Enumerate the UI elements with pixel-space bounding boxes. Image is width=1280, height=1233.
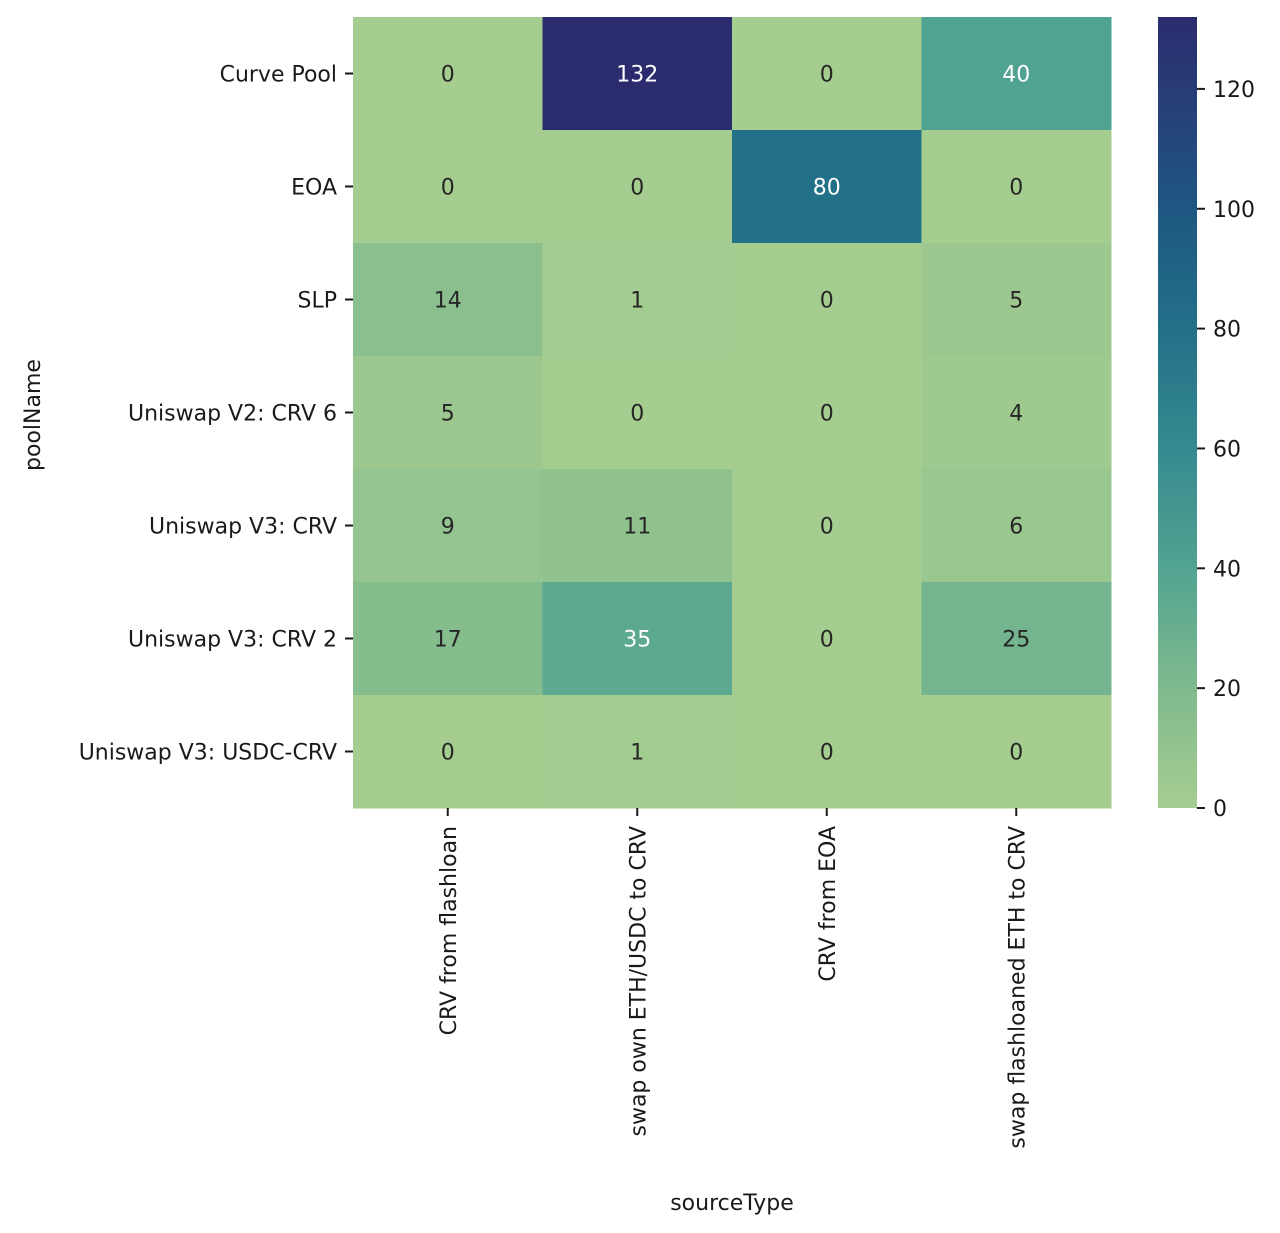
heatmap-cell <box>921 130 1112 244</box>
cell-value-label: 9 <box>441 515 455 540</box>
cell-value-label: 0 <box>441 176 455 201</box>
cell-value-label: 0 <box>630 176 644 201</box>
heatmap-cell <box>542 130 733 244</box>
cell-value-label: 11 <box>623 515 651 540</box>
heatmap-cell <box>921 469 1112 583</box>
heatmap-cell <box>732 469 922 583</box>
y-axis-label: poolName <box>21 359 46 471</box>
cell-value-label: 0 <box>630 402 644 427</box>
cell-value-label: 5 <box>1009 289 1023 314</box>
heatmap-cell <box>732 243 922 357</box>
cell-value-label: 0 <box>820 402 834 427</box>
heatmap-cell <box>353 582 543 696</box>
x-tick-label: swap flashloaned ETH to CRV <box>1005 826 1030 1149</box>
cell-value-label: 0 <box>441 63 455 88</box>
cell-value-label: 1 <box>630 741 644 766</box>
y-tick-label: Uniswap V3: USDC-CRV <box>79 741 337 766</box>
y-tick-label: Curve Pool <box>220 63 337 88</box>
heatmap-cell <box>732 582 922 696</box>
y-tick-label: Uniswap V2: CRV 6 <box>128 402 337 427</box>
heatmap-cell <box>732 695 922 809</box>
heatmap-cell <box>542 469 733 583</box>
heatmap-cell <box>921 582 1112 696</box>
cell-value-label: 0 <box>820 628 834 653</box>
y-tick-label: EOA <box>291 176 337 201</box>
cell-value-label: 0 <box>820 63 834 88</box>
cell-value-label: 5 <box>441 402 455 427</box>
heatmap-cell <box>542 243 733 357</box>
heatmap-cell <box>732 356 922 470</box>
cell-value-label: 4 <box>1009 402 1023 427</box>
x-tick-label: CRV from flashloan <box>437 826 462 1035</box>
heatmap-cell <box>732 130 922 244</box>
y-tick-label: Uniswap V3: CRV 2 <box>128 628 337 653</box>
heatmap-cell <box>921 243 1112 357</box>
heatmap-cell <box>353 695 543 809</box>
heatmap-cells: 0 132 0 40 0 0 80 0 14 1 0 5 5 0 0 4 9 11 0 6 17 35 0 25 0 1 0 0 <box>353 17 1112 809</box>
cell-value-label: 80 <box>813 176 841 201</box>
heatmap-cell <box>353 356 543 470</box>
colorbar-tick-label: 0 <box>1213 797 1227 822</box>
x-axis-label: sourceType <box>670 1191 794 1216</box>
colorbar-tick-label: 20 <box>1213 677 1241 702</box>
colorbar-tick-label: 100 <box>1213 198 1255 223</box>
heatmap-cell <box>353 17 543 131</box>
cell-value-label: 35 <box>623 628 651 653</box>
colorbar-tick-label: 40 <box>1213 557 1241 582</box>
heatmap-cell <box>542 582 733 696</box>
heatmap-cell <box>542 17 733 131</box>
cell-value-label: 0 <box>1009 176 1023 201</box>
colorbar: 0 20 40 60 80 100 120 <box>1158 17 1255 822</box>
cell-value-label: 0 <box>1009 741 1023 766</box>
heatmap-cell <box>732 17 922 131</box>
x-tick-label: CRV from EOA <box>816 826 841 982</box>
colorbar-tick-label: 120 <box>1213 78 1255 103</box>
colorbar-gradient <box>1158 17 1197 808</box>
x-axis: CRV from flashloan swap own ETH/USDC to C… <box>437 808 1030 1149</box>
heatmap-cell <box>353 130 543 244</box>
heatmap-cell <box>921 17 1112 131</box>
cell-value-label: 0 <box>441 741 455 766</box>
cell-value-label: 40 <box>1002 63 1030 88</box>
y-tick-label: SLP <box>298 289 338 314</box>
colorbar-tick-label: 60 <box>1213 437 1241 462</box>
cell-value-label: 25 <box>1002 628 1030 653</box>
cell-value-label: 0 <box>820 289 834 314</box>
cell-value-label: 132 <box>616 63 658 88</box>
y-tick-label: Uniswap V3: CRV <box>149 515 337 540</box>
heatmap-cell <box>921 695 1112 809</box>
heatmap-cell <box>353 243 543 357</box>
heatmap-cell <box>542 356 733 470</box>
cell-value-label: 1 <box>630 289 644 314</box>
y-axis: Curve Pool EOA SLP Uniswap V2: CRV 6 Uniswap… <box>79 63 353 766</box>
x-tick-label: swap own ETH/USDC to CRV <box>626 826 651 1137</box>
heatmap-cell <box>542 695 733 809</box>
cell-value-label: 0 <box>820 741 834 766</box>
cell-value-label: 6 <box>1009 515 1023 540</box>
heatmap-cell <box>353 469 543 583</box>
colorbar-tick-label: 80 <box>1213 318 1241 343</box>
cell-value-label: 0 <box>820 515 834 540</box>
cell-value-label: 17 <box>434 628 462 653</box>
heatmap-cell <box>921 356 1112 470</box>
cell-value-label: 14 <box>434 289 462 314</box>
